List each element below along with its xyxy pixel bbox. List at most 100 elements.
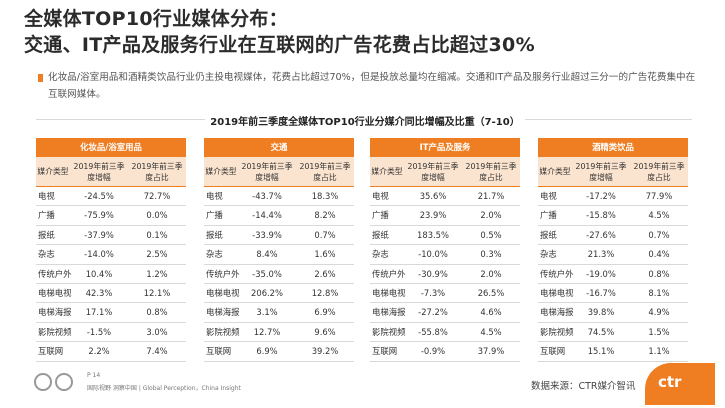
cell-share: 12.8%: [296, 284, 354, 302]
col-header-share: 2019年前三季度占比: [128, 157, 186, 186]
cell-growth: 42.3%: [70, 284, 128, 302]
cell-media: 杂志: [370, 245, 404, 263]
industry-panel: 化妆品/浴室用品 媒介类型 2019年前三季度增幅 2019年前三季度占比 电视 -24.…: [36, 138, 186, 362]
cell-media: 互联网: [538, 342, 572, 360]
cell-media: 杂志: [36, 245, 70, 263]
table-row: 互联网 2.2% 7.4%: [36, 342, 186, 361]
cell-share: 77.9%: [630, 187, 688, 205]
cell-growth: 6.9%: [238, 342, 296, 360]
cell-growth: -24.5%: [70, 187, 128, 205]
col-header-media: 媒介类型: [538, 157, 572, 186]
cell-growth: -55.8%: [404, 323, 462, 341]
table-row: 传统户外 -30.9% 2.0%: [370, 265, 520, 284]
slide-title: 全媒体TOP10行业媒体分布： 交通、IT产品及服务行业在互联网的广告花费占比超…: [24, 6, 704, 58]
cell-growth: -43.7%: [238, 187, 296, 205]
cell-share: 9.6%: [296, 323, 354, 341]
table-row: 影院视频 74.5% 1.5%: [538, 323, 688, 342]
cell-growth: 17.1%: [70, 303, 128, 321]
column-header-row: 媒介类型 2019年前三季度增幅 2019年前三季度占比: [204, 157, 354, 187]
table-row: 杂志 -10.0% 0.3%: [370, 245, 520, 264]
cell-growth: -14.0%: [70, 245, 128, 263]
table-row: 报纸 -33.9% 0.7%: [204, 226, 354, 245]
cell-share: 0.8%: [630, 265, 688, 283]
table-row: 报纸 183.5% 0.5%: [370, 226, 520, 245]
cell-share: 4.6%: [462, 303, 520, 321]
col-header-media: 媒介类型: [36, 157, 70, 186]
section-title: 2019年前三季度全媒体TOP10行业分媒介同比增幅及比重（7-10）: [205, 113, 525, 128]
table-row: 广播 -14.4% 8.2%: [204, 206, 354, 225]
table-row: 电梯电视 -7.3% 26.5%: [370, 284, 520, 303]
col-header-growth: 2019年前三季度增幅: [238, 157, 296, 186]
table-row: 电梯海报 39.8% 4.9%: [538, 303, 688, 322]
logo-icon: [55, 373, 73, 391]
cell-media: 影院视频: [36, 323, 70, 341]
cell-growth: -75.9%: [70, 206, 128, 224]
cell-media: 杂志: [538, 245, 572, 263]
cell-media: 互联网: [370, 342, 404, 360]
cell-share: 1.1%: [630, 342, 688, 360]
industry-panel: IT产品及服务 媒介类型 2019年前三季度增幅 2019年前三季度占比 电视 35.6%…: [370, 138, 520, 362]
bullet-marker: [38, 74, 43, 82]
cell-share: 1.6%: [296, 245, 354, 263]
cell-media: 广播: [204, 206, 238, 224]
table-row: 传统户外 10.4% 1.2%: [36, 265, 186, 284]
cell-growth: -30.9%: [404, 265, 462, 283]
table-row: 报纸 -37.9% 0.1%: [36, 226, 186, 245]
cell-media: 影院视频: [538, 323, 572, 341]
cell-growth: -7.3%: [404, 284, 462, 302]
cell-growth: 35.6%: [404, 187, 462, 205]
cell-share: 3.0%: [128, 323, 186, 341]
table-row: 传统户外 -35.0% 2.6%: [204, 265, 354, 284]
cell-growth: 39.8%: [572, 303, 630, 321]
table-row: 互联网 -0.9% 37.9%: [370, 342, 520, 361]
cell-media: 报纸: [538, 226, 572, 244]
table-row: 电视 35.6% 21.7%: [370, 187, 520, 206]
cell-share: 0.1%: [128, 226, 186, 244]
table-row: 杂志 -14.0% 2.5%: [36, 245, 186, 264]
cell-growth: -1.5%: [70, 323, 128, 341]
cell-share: 18.3%: [296, 187, 354, 205]
cell-growth: 183.5%: [404, 226, 462, 244]
col-header-share: 2019年前三季度占比: [462, 157, 520, 186]
table-row: 广播 -15.8% 4.5%: [538, 206, 688, 225]
cell-share: 4.5%: [462, 323, 520, 341]
table-row: 互联网 15.1% 1.1%: [538, 342, 688, 361]
cell-growth: 206.2%: [238, 284, 296, 302]
cell-media: 电梯海报: [370, 303, 404, 321]
logo-icon: [34, 373, 52, 391]
cell-media: 电梯海报: [538, 303, 572, 321]
column-header-row: 媒介类型 2019年前三季度增幅 2019年前三季度占比: [36, 157, 186, 187]
table-row: 互联网 6.9% 39.2%: [204, 342, 354, 361]
table-row: 杂志 21.3% 0.4%: [538, 245, 688, 264]
cell-share: 2.0%: [462, 265, 520, 283]
cell-growth: -37.9%: [70, 226, 128, 244]
description-text: 化妆品/浴室用品和酒精类饮品行业仍主投电视媒体，花费占比超过70%，但是投放总量…: [48, 69, 700, 103]
cell-media: 电视: [204, 187, 238, 205]
table-row: 影院视频 -55.8% 4.5%: [370, 323, 520, 342]
cell-growth: -0.9%: [404, 342, 462, 360]
table-row: 电梯海报 3.1% 6.9%: [204, 303, 354, 322]
cell-media: 广播: [36, 206, 70, 224]
cell-media: 传统户外: [204, 265, 238, 283]
cell-media: 广播: [370, 206, 404, 224]
industry-panel: 酒精类饮品 媒介类型 2019年前三季度增幅 2019年前三季度占比 电视 -17.2% 7…: [538, 138, 688, 362]
table-row: 广播 -75.9% 0.0%: [36, 206, 186, 225]
panel-header: 酒精类饮品: [538, 138, 688, 157]
col-header-growth: 2019年前三季度增幅: [404, 157, 462, 186]
title-line-1: 全媒体TOP10行业媒体分布：: [24, 6, 704, 32]
table-row: 电梯电视 -16.7% 8.1%: [538, 284, 688, 303]
cell-media: 报纸: [204, 226, 238, 244]
cell-share: 2.0%: [462, 206, 520, 224]
cell-share: 4.9%: [630, 303, 688, 321]
col-header-share: 2019年前三季度占比: [296, 157, 354, 186]
cell-media: 电视: [36, 187, 70, 205]
table-row: 传统户外 -19.0% 0.8%: [538, 265, 688, 284]
column-header-row: 媒介类型 2019年前三季度增幅 2019年前三季度占比: [538, 157, 688, 187]
cell-share: 0.0%: [128, 206, 186, 224]
panel-header: 交通: [204, 138, 354, 157]
table-row: 电视 -43.7% 18.3%: [204, 187, 354, 206]
cell-media: 电梯电视: [538, 284, 572, 302]
cell-growth: -35.0%: [238, 265, 296, 283]
col-header-media: 媒介类型: [204, 157, 238, 186]
cell-share: 4.5%: [630, 206, 688, 224]
